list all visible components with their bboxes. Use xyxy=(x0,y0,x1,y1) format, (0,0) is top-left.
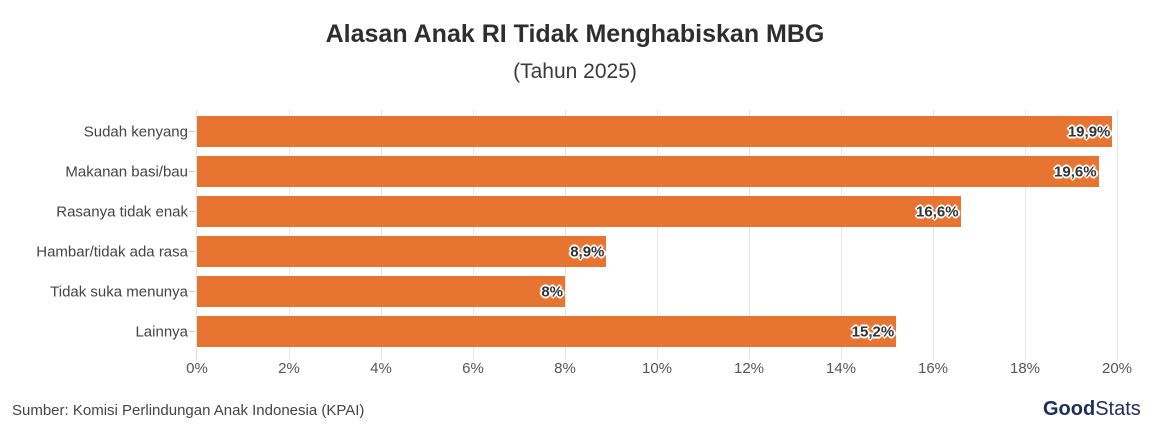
y-tick xyxy=(189,171,195,172)
y-tick xyxy=(189,331,195,332)
gridline xyxy=(1025,110,1026,360)
x-tick-label: 14% xyxy=(825,360,857,377)
gridline xyxy=(933,110,934,360)
bar-value-label: 16,6% xyxy=(916,203,959,220)
category-label: Sudah kenyang xyxy=(83,123,188,140)
gridline xyxy=(473,110,474,360)
gridline xyxy=(381,110,382,360)
bar-value-label: 8% xyxy=(541,283,563,300)
bar: 16,6% xyxy=(197,196,961,227)
chart-title: Alasan Anak RI Tidak Menghabiskan MBG xyxy=(325,20,825,48)
bar-value-label: 19,6% xyxy=(1054,163,1097,180)
gridline xyxy=(1117,110,1118,360)
bar: 19,6% xyxy=(197,156,1099,187)
x-tick-label: 0% xyxy=(186,360,208,377)
y-tick xyxy=(189,131,195,132)
category-label: Makanan basi/bau xyxy=(65,163,188,180)
bar: 8% xyxy=(197,276,565,307)
gridline xyxy=(841,110,842,360)
gridline xyxy=(565,110,566,360)
source-note: Sumber: Komisi Perlindungan Anak Indones… xyxy=(12,402,365,419)
x-tick-label: 6% xyxy=(462,360,484,377)
bar: 8,9% xyxy=(197,236,607,267)
x-tick-label: 16% xyxy=(917,360,949,377)
logo-bold-text: Good xyxy=(1043,398,1096,420)
y-tick xyxy=(189,291,195,292)
y-tick xyxy=(189,251,195,252)
bar-value-label: 15,2% xyxy=(851,323,895,340)
x-tick-label: 2% xyxy=(278,360,300,377)
gridline xyxy=(749,110,750,360)
x-tick-label: 4% xyxy=(370,360,392,377)
category-label: Rasanya tidak enak xyxy=(56,203,188,220)
plot-area: 19,9% 19,6% 16,6% 8,9% 8% 15,2% xyxy=(196,110,1118,360)
x-tick-label: 10% xyxy=(641,360,673,377)
y-axis-line xyxy=(196,110,197,360)
bar-value-label: 8,9% xyxy=(570,243,605,260)
bar: 19,9% xyxy=(197,116,1113,147)
category-label: Lainnya xyxy=(135,323,188,340)
goodstats-logo: GoodStats xyxy=(1043,398,1141,421)
category-label: Hambar/tidak ada rasa xyxy=(36,243,188,260)
bar: 15,2% xyxy=(197,316,897,347)
category-label: Tidak suka menunya xyxy=(50,283,188,300)
logo-light-text: Stats xyxy=(1095,398,1141,420)
gridline xyxy=(657,110,658,360)
chart-subtitle: (Tahun 2025) xyxy=(513,60,637,83)
x-tick-label: 8% xyxy=(554,360,576,377)
x-tick-label: 18% xyxy=(1009,360,1041,377)
bar-value-label: 19,9% xyxy=(1067,123,1111,140)
gridline xyxy=(289,110,290,360)
y-tick xyxy=(189,211,195,212)
x-tick-label: 12% xyxy=(733,360,765,377)
x-tick-label: 20% xyxy=(1101,360,1133,377)
